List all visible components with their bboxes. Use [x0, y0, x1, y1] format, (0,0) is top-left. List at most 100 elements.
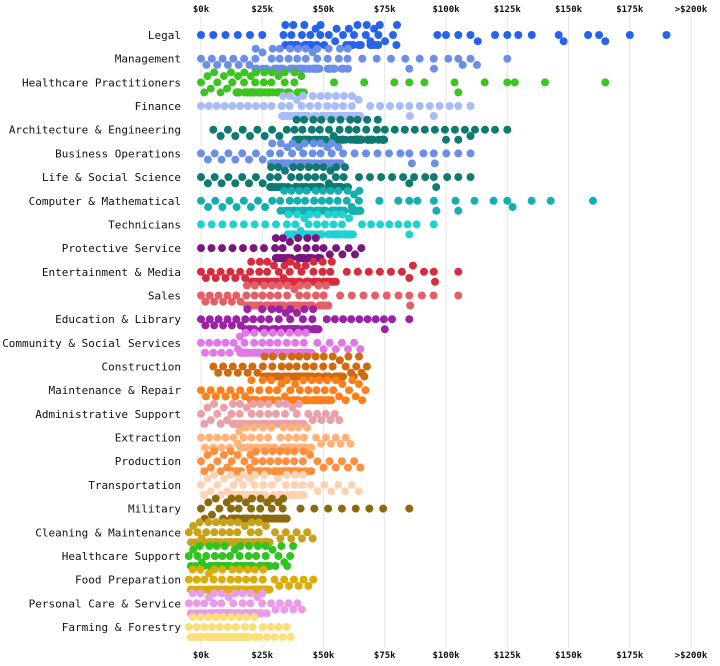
- data-point: [417, 291, 426, 300]
- data-point: [454, 173, 463, 182]
- data-point: [265, 562, 274, 570]
- data-point: [246, 528, 255, 537]
- data-point: [362, 362, 371, 371]
- data-point: [335, 416, 344, 425]
- data-point: [189, 522, 198, 530]
- data-point: [338, 210, 347, 219]
- data-point: [341, 163, 349, 172]
- data-point: [287, 31, 296, 39]
- data-point: [386, 102, 394, 110]
- data-point: [282, 376, 291, 385]
- data-point: [355, 186, 364, 195]
- data-point: [227, 409, 236, 418]
- data-point: [323, 102, 332, 110]
- data-point: [337, 338, 346, 347]
- data-point: [264, 409, 273, 418]
- data-point: [247, 518, 256, 527]
- data-point: [410, 173, 419, 182]
- data-point: [207, 220, 216, 229]
- data-point: [307, 376, 316, 385]
- data-point: [264, 433, 273, 442]
- data-point: [405, 315, 414, 324]
- data-point: [344, 244, 353, 253]
- data-point: [309, 362, 318, 371]
- data-point: [348, 230, 357, 239]
- data-point: [236, 542, 245, 550]
- data-point: [313, 487, 322, 496]
- data-point: [268, 480, 276, 489]
- data-point: [234, 494, 243, 503]
- data-point: [276, 149, 284, 158]
- data-point: [325, 125, 333, 134]
- data-point: [204, 613, 213, 621]
- data-point: [220, 542, 229, 550]
- data-point: [197, 102, 205, 110]
- data-point: [197, 291, 205, 300]
- data-point: [251, 78, 260, 87]
- data-point: [293, 44, 302, 53]
- data-point: [216, 267, 225, 276]
- data-point: [303, 528, 312, 537]
- data-point: [366, 102, 375, 110]
- data-point: [219, 518, 228, 527]
- data-point: [227, 613, 236, 621]
- data-point: [466, 54, 475, 63]
- category-label: Transportation: [88, 479, 181, 492]
- data-point: [227, 504, 235, 513]
- data-point: [249, 575, 258, 584]
- data-point: [184, 575, 193, 584]
- data-point: [331, 173, 340, 182]
- data-point: [200, 490, 209, 499]
- data-point: [217, 589, 226, 598]
- data-point: [373, 149, 382, 158]
- data-point: [344, 24, 353, 33]
- data-point: [343, 186, 352, 195]
- data-point: [257, 315, 265, 324]
- data-point: [316, 92, 325, 100]
- data-point: [204, 498, 213, 507]
- data-point: [290, 457, 299, 466]
- data-point: [380, 325, 389, 334]
- x-tick-label-bottom: $100k: [432, 651, 460, 661]
- data-point: [213, 409, 222, 418]
- data-point: [318, 267, 327, 276]
- data-point: [205, 542, 214, 550]
- data-point: [285, 102, 294, 110]
- data-point: [239, 480, 247, 489]
- data-point: [276, 196, 285, 205]
- data-point: [277, 362, 286, 371]
- data-point: [281, 21, 290, 29]
- data-point: [274, 399, 283, 408]
- category-label: Production: [115, 455, 181, 468]
- category-label: Military: [128, 503, 181, 516]
- data-point: [286, 315, 295, 324]
- data-point: [356, 345, 365, 354]
- category-label: Finance: [135, 100, 181, 113]
- data-point: [267, 68, 276, 77]
- data-point: [210, 470, 219, 479]
- data-point: [250, 281, 259, 290]
- data-point: [302, 186, 311, 195]
- data-point: [274, 163, 283, 172]
- data-point: [239, 244, 247, 253]
- data-point: [330, 78, 338, 87]
- data-point: [208, 510, 216, 519]
- data-point: [466, 173, 475, 182]
- data-point: [295, 186, 304, 195]
- data-point: [234, 72, 242, 81]
- data-point: [210, 399, 219, 408]
- data-point: [276, 534, 285, 543]
- data-point: [272, 220, 280, 229]
- data-point: [322, 315, 331, 324]
- data-point: [471, 125, 479, 134]
- data-point: [267, 163, 276, 172]
- data-point: [454, 291, 463, 300]
- data-point: [442, 31, 450, 39]
- data-point: [268, 328, 277, 337]
- data-point: [312, 433, 321, 442]
- data-point: [405, 179, 414, 188]
- data-point: [212, 518, 220, 527]
- data-point: [218, 552, 227, 560]
- data-point: [275, 305, 284, 314]
- data-point: [541, 78, 549, 87]
